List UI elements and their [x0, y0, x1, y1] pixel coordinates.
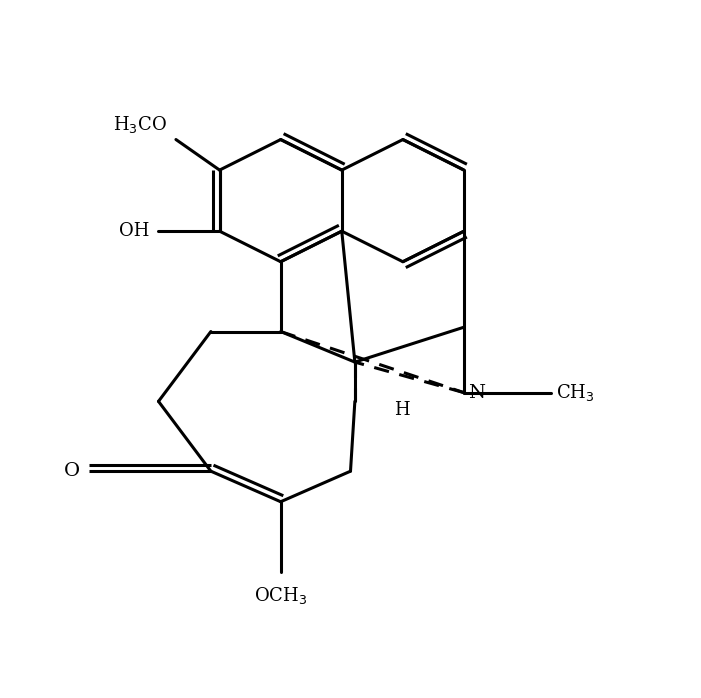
Text: H: H [394, 401, 410, 419]
Text: H$_3$CO: H$_3$CO [114, 114, 168, 135]
Text: OH: OH [119, 222, 150, 240]
Text: O: O [64, 462, 80, 480]
Text: OCH$_3$: OCH$_3$ [254, 585, 307, 606]
Text: N: N [468, 384, 485, 401]
Text: CH$_3$: CH$_3$ [556, 382, 594, 403]
